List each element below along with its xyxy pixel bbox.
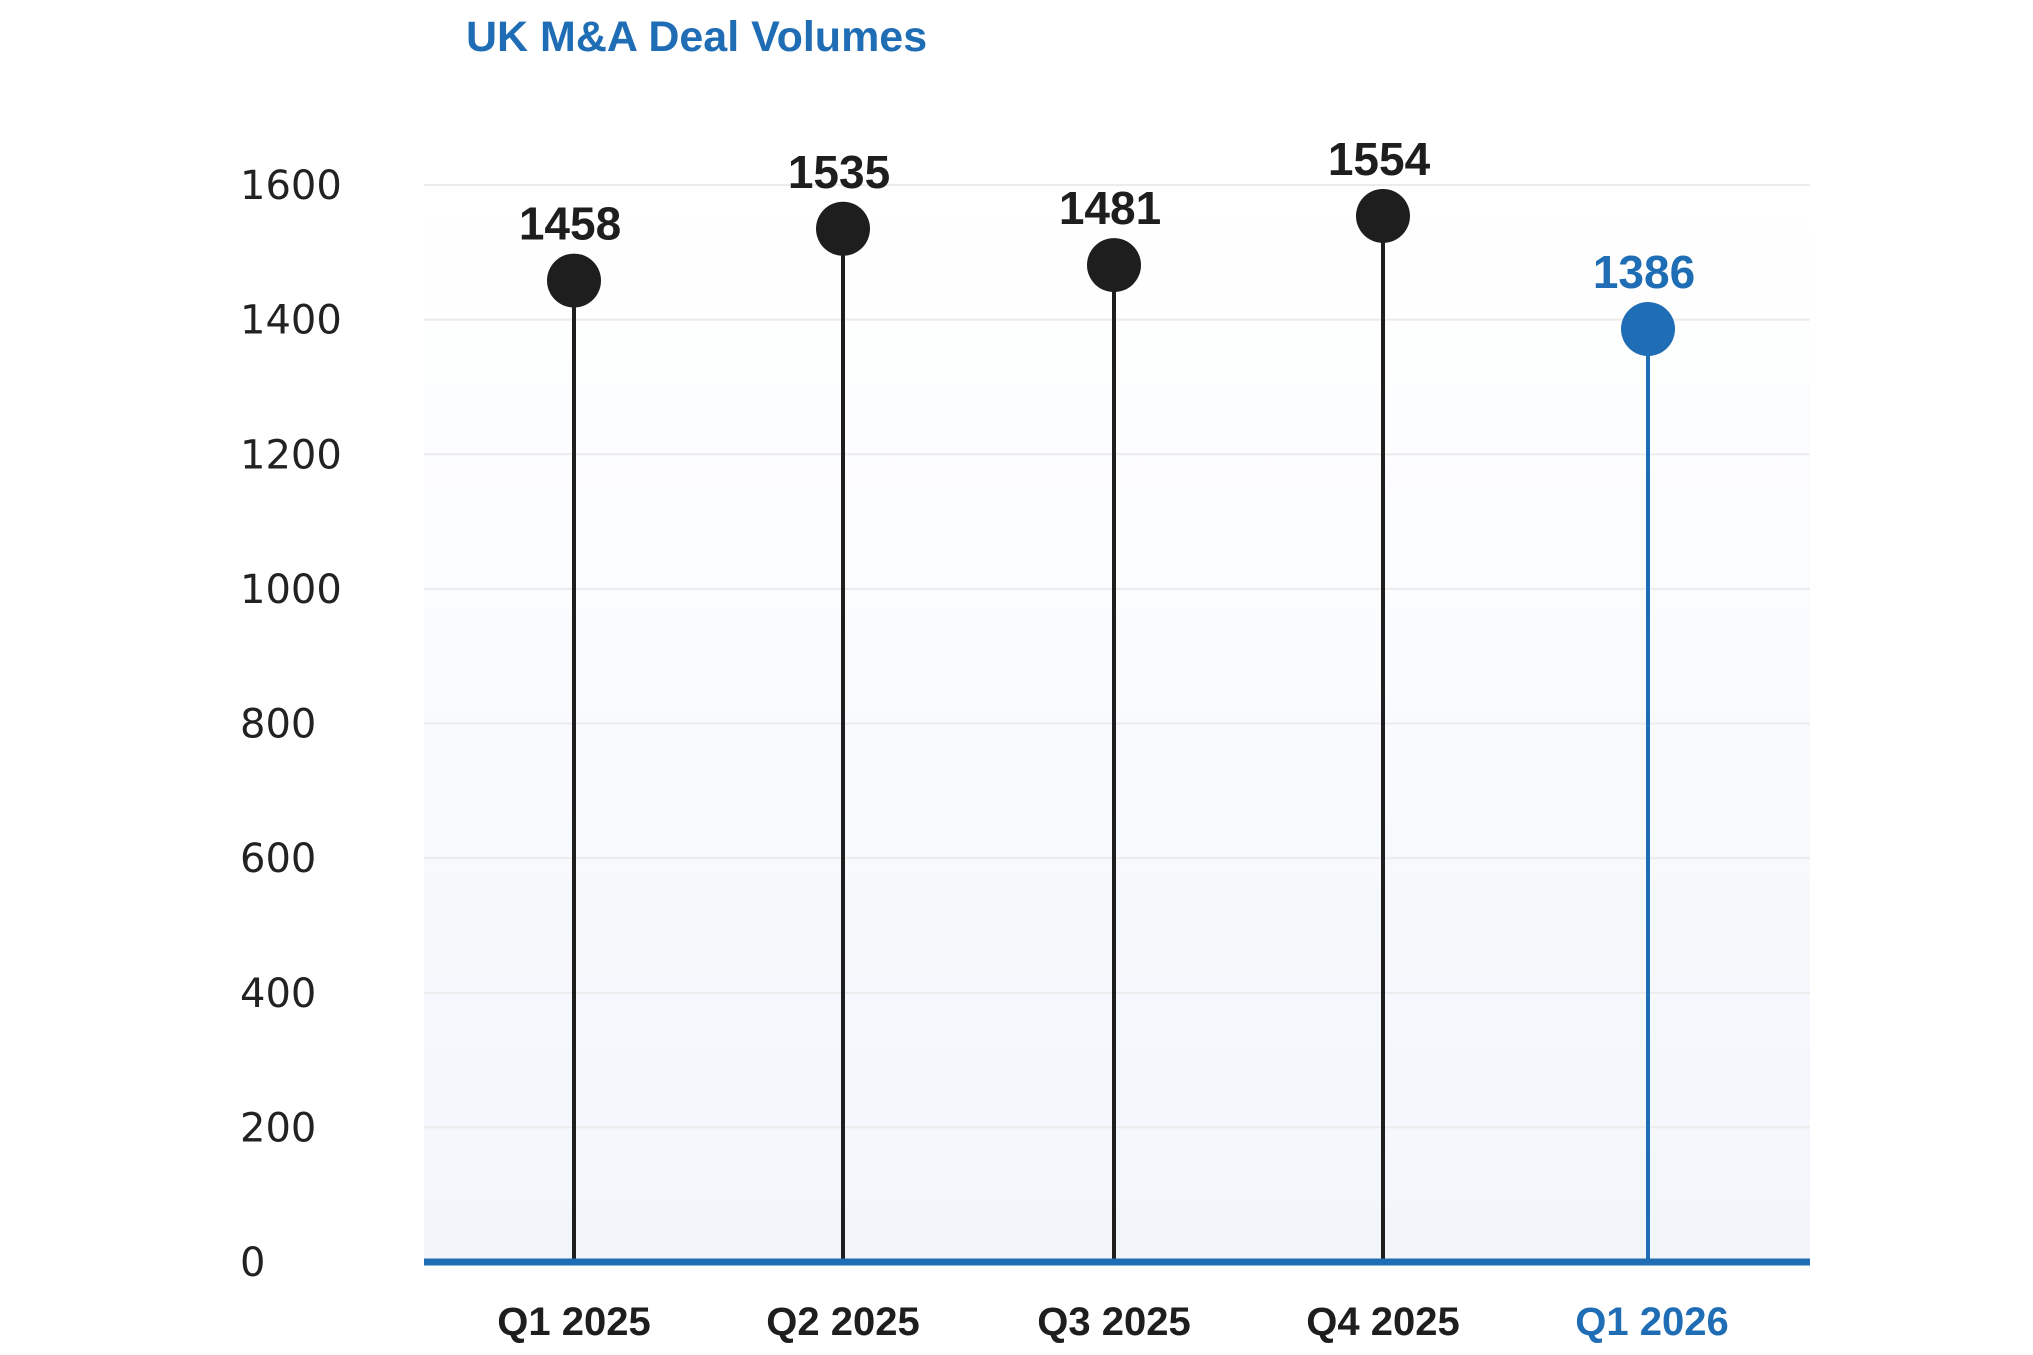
y-tick-label: 1200	[240, 432, 342, 478]
dot-q4-2025	[1356, 188, 1410, 243]
value-label-q1-2026: 1386	[1593, 246, 1695, 298]
value-label-q4-2025: 1554	[1328, 133, 1431, 185]
category-label-q4-2025: Q4 2025	[1306, 1300, 1459, 1344]
y-tick-label: 1000	[240, 567, 342, 613]
value-labels: 1458 1535 1481 1554 1386	[519, 133, 1695, 298]
gridlines	[424, 184, 1810, 1129]
category-label-q1-2025: Q1 2025	[497, 1300, 650, 1344]
y-tick-label: 1600	[240, 163, 342, 209]
value-label-q3-2025: 1481	[1059, 182, 1161, 234]
value-label-q1-2025: 1458	[519, 198, 621, 250]
y-tick-label: 1400	[240, 298, 342, 344]
x-axis-categories: Q1 2025 Q2 2025 Q3 2025 Q4 2025 Q1 2026	[497, 1300, 1728, 1344]
value-label-q2-2025: 1535	[788, 146, 890, 198]
dot-q2-2025	[816, 201, 870, 256]
dot-q3-2025	[1087, 238, 1141, 293]
y-tick-label: 600	[240, 836, 316, 882]
y-tick-label: 0	[240, 1240, 265, 1286]
y-tick-label: 400	[240, 971, 316, 1017]
category-label-q1-2026: Q1 2026	[1575, 1300, 1728, 1344]
lollipop-dots	[547, 188, 1675, 357]
dot-q1-2026	[1621, 302, 1675, 357]
y-axis-ticks: 0 200 400 600 800 1000 1200 1400 1600	[240, 163, 342, 1286]
chart-title: UK M&A Deal Volumes	[466, 13, 927, 61]
category-label-q2-2025: Q2 2025	[766, 1300, 919, 1344]
dot-q1-2025	[547, 253, 601, 308]
y-tick-label: 800	[240, 702, 316, 748]
category-label-q3-2025: Q3 2025	[1037, 1300, 1190, 1344]
lollipop-stems	[572, 215, 1650, 1262]
y-tick-label: 200	[240, 1105, 316, 1151]
